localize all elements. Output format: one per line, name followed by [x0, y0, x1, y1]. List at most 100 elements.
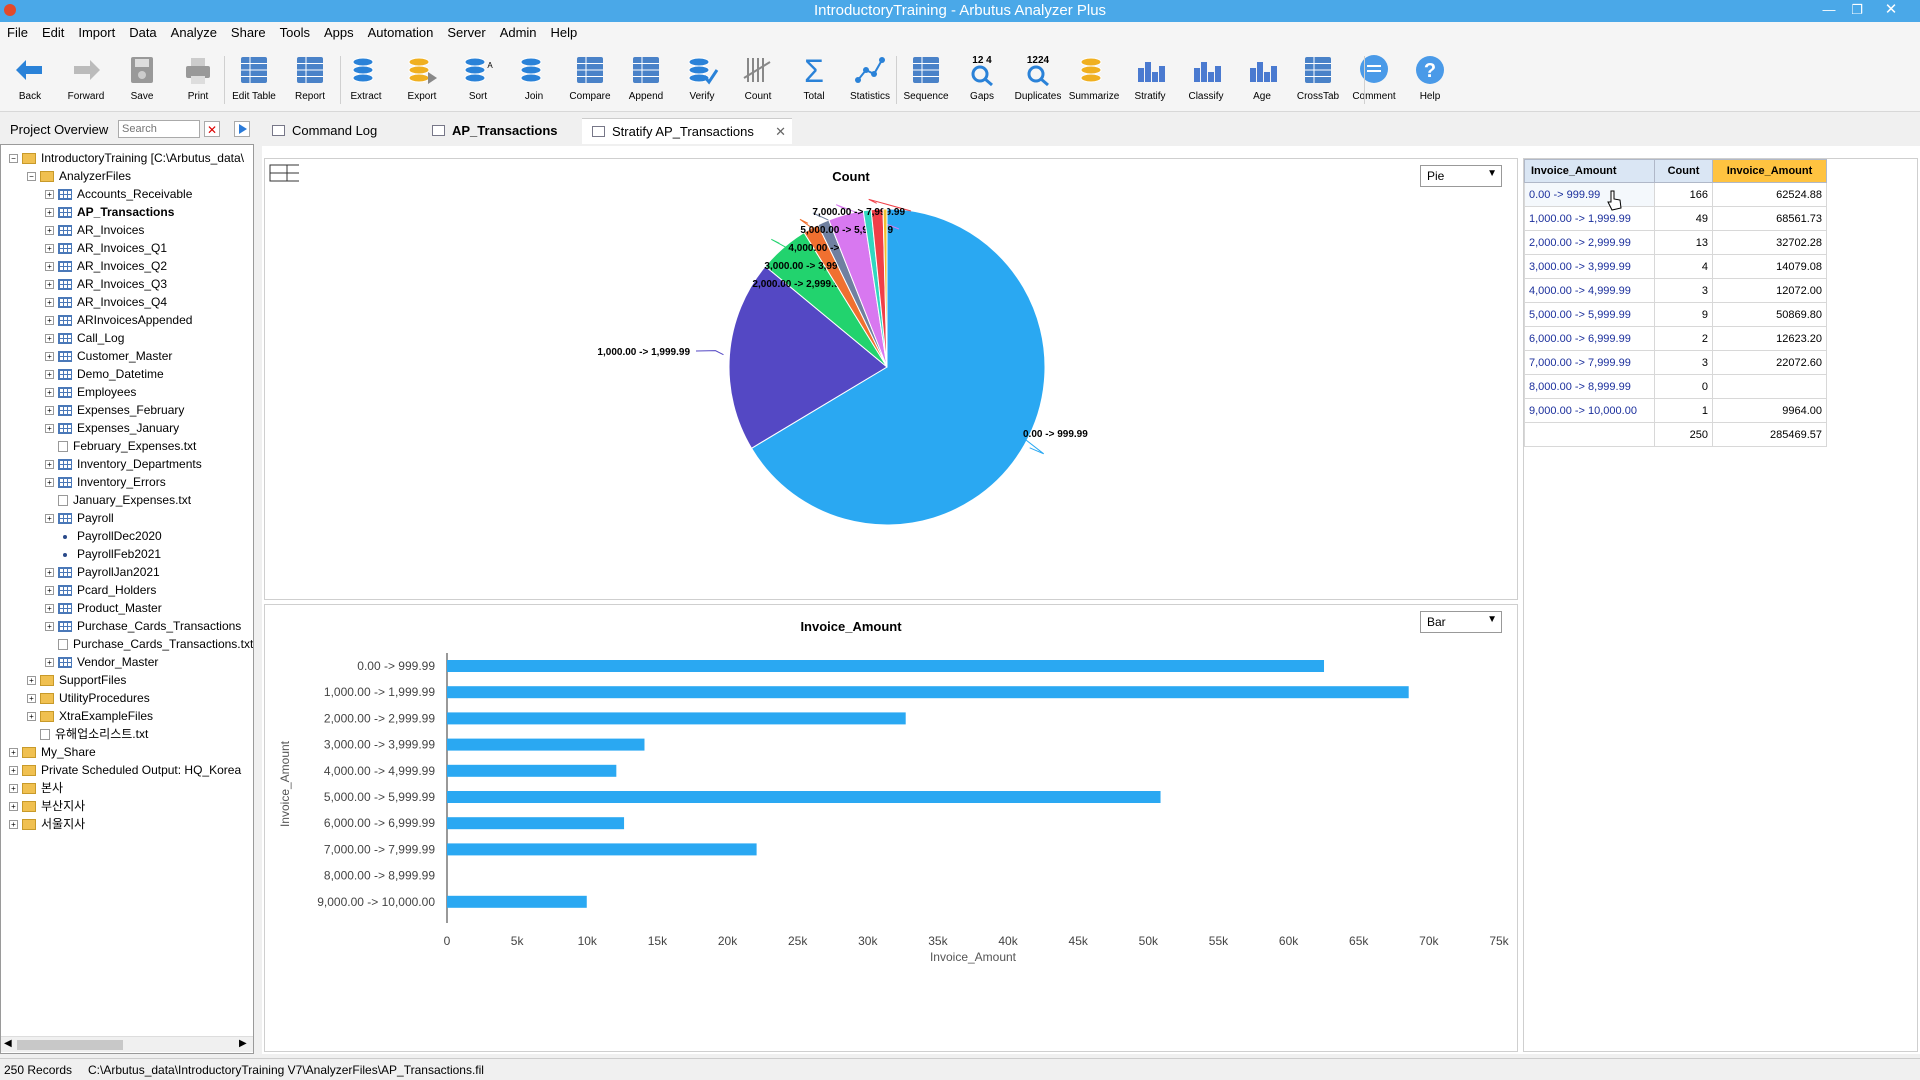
tree-item-january-expenses-txt[interactable]: January_Expenses.txt: [45, 491, 191, 509]
range-link[interactable]: 9,000.00 -> 10,000.00: [1524, 398, 1655, 423]
tree-item-inventory-errors[interactable]: + Inventory_Errors: [45, 473, 166, 491]
statistics-button[interactable]: Statistics: [842, 52, 898, 102]
restore-icon[interactable]: ❐: [1851, 2, 1863, 17]
bar-0-00-999-99[interactable]: [447, 660, 1325, 672]
expand-icon[interactable]: +: [45, 478, 54, 488]
expand-icon[interactable]: +: [45, 334, 54, 344]
expand-icon[interactable]: +: [9, 748, 18, 758]
bar-4-000-00-4-999-99[interactable]: [447, 764, 617, 777]
tree-item-payrollfeb2021[interactable]: PayrollFeb2021: [45, 545, 161, 563]
tree-item-private-scheduled-output-hq-korea[interactable]: + Private Scheduled Output: HQ_Korea: [9, 761, 241, 779]
tree-item-expenses-january[interactable]: + Expenses_January: [45, 419, 179, 437]
tree-item-ap-transactions[interactable]: + AP_Transactions: [45, 203, 174, 221]
expand-icon[interactable]: +: [45, 316, 54, 326]
tree-item-employees[interactable]: + Employees: [45, 383, 136, 401]
collapse-icon[interactable]: −: [27, 172, 36, 182]
tree-item-demo-datetime[interactable]: + Demo_Datetime: [45, 365, 164, 383]
bar-1-000-00-1-999-99[interactable]: [447, 686, 1409, 699]
range-link[interactable]: 7,000.00 -> 7,999.99: [1524, 350, 1655, 375]
summarize-button[interactable]: Summarize: [1066, 52, 1122, 102]
menu-tools[interactable]: Tools: [279, 25, 310, 40]
tree-item-ar-invoices[interactable]: + AR_Invoices: [45, 221, 144, 239]
expand-icon[interactable]: +: [45, 658, 54, 668]
menu-share[interactable]: Share: [230, 25, 266, 40]
help-button[interactable]: ? Help: [1402, 52, 1458, 102]
range-link[interactable]: 3,000.00 -> 3,999.99: [1524, 254, 1655, 279]
expand-icon[interactable]: +: [45, 370, 54, 380]
tree-horizontal-scrollbar[interactable]: ◀ ▶: [1, 1036, 253, 1052]
tree-item-payrolldec2020[interactable]: PayrollDec2020: [45, 527, 162, 545]
bar-7-000-00-7-999-99[interactable]: [447, 843, 757, 856]
range-link[interactable]: 2,000.00 -> 2,999.99: [1524, 230, 1655, 255]
expand-icon[interactable]: +: [45, 244, 54, 254]
range-link[interactable]: 6,000.00 -> 6,999.99: [1524, 326, 1655, 351]
menu-import[interactable]: Import: [78, 25, 116, 40]
tree-item-my-share[interactable]: + My_Share: [9, 743, 96, 761]
tree-item-expenses-february[interactable]: + Expenses_February: [45, 401, 184, 419]
gaps-button[interactable]: 12 4 Gaps: [954, 52, 1010, 102]
pie-slice-9-000-00-10-000-00[interactable]: [882, 208, 888, 368]
search-go-button[interactable]: [234, 121, 250, 137]
close-tab-icon[interactable]: ✕: [775, 124, 786, 139]
count-button[interactable]: Count: [730, 52, 786, 102]
total-button[interactable]: Σ Total: [786, 52, 842, 102]
range-link[interactable]: 0.00 -> 999.99: [1524, 182, 1655, 207]
tree-item-purchase-cards-transactions[interactable]: + Purchase_Cards_Transactions: [45, 617, 241, 635]
stratify-button[interactable]: Stratify: [1122, 52, 1178, 102]
tree-item-accounts-receivable[interactable]: + Accounts_Receivable: [45, 185, 192, 203]
tree-item-payroll[interactable]: + Payroll: [45, 509, 114, 527]
report-button[interactable]: Report: [282, 52, 338, 102]
menu-admin[interactable]: Admin: [499, 25, 537, 40]
bar-3-000-00-3-999-99[interactable]: [447, 738, 645, 751]
menu-apps[interactable]: Apps: [323, 25, 354, 40]
print-button[interactable]: Print: [170, 52, 226, 102]
expand-icon[interactable]: +: [45, 262, 54, 272]
menu-automation[interactable]: Automation: [367, 25, 434, 40]
expand-icon[interactable]: +: [45, 406, 54, 416]
bar-9-000-00-10-000-00[interactable]: [447, 895, 587, 908]
expand-icon[interactable]: +: [9, 820, 18, 830]
expand-icon[interactable]: +: [9, 766, 18, 776]
tree-item-ar-invoices-q4[interactable]: + AR_Invoices_Q4: [45, 293, 167, 311]
scroll-thumb[interactable]: [17, 1040, 123, 1050]
expand-icon[interactable]: +: [45, 298, 54, 308]
expand-icon[interactable]: +: [45, 604, 54, 614]
expand-icon[interactable]: +: [45, 514, 54, 524]
tree-item-utilityprocedures[interactable]: + UtilityProcedures: [27, 689, 150, 707]
tree-item-february-expenses-txt[interactable]: February_Expenses.txt: [45, 437, 196, 455]
sequence-button[interactable]: Sequence: [898, 52, 954, 102]
age-button[interactable]: Age: [1234, 52, 1290, 102]
expand-icon[interactable]: +: [9, 784, 18, 794]
back-button[interactable]: Back: [2, 52, 58, 102]
range-link[interactable]: 4,000.00 -> 4,999.99: [1524, 278, 1655, 303]
tree-item-introductorytraining-c-arbutus-data[interactable]: − IntroductoryTraining [C:\Arbutus_data\: [9, 149, 244, 167]
column-header-amount[interactable]: Invoice_Amount: [1712, 159, 1827, 183]
tree-item-analyzerfiles[interactable]: − AnalyzerFiles: [27, 167, 131, 185]
menu-data[interactable]: Data: [129, 25, 157, 40]
expand-icon[interactable]: +: [9, 802, 18, 812]
expand-icon[interactable]: +: [27, 676, 36, 686]
expand-icon[interactable]: +: [45, 208, 54, 218]
tree-item-node-35[interactable]: + 본사: [9, 779, 63, 797]
tree-item-call-log[interactable]: + Call_Log: [45, 329, 124, 347]
tree-item-customer-master[interactable]: + Customer_Master: [45, 347, 172, 365]
append-button[interactable]: Append: [618, 52, 674, 102]
menu-edit[interactable]: Edit: [41, 25, 65, 40]
bar-6-000-00-6-999-99[interactable]: [447, 817, 625, 830]
menu-help[interactable]: Help: [550, 25, 578, 40]
crosstab-button[interactable]: CrossTab: [1290, 52, 1346, 102]
tree-item-pcard-holders[interactable]: + Pcard_Holders: [45, 581, 156, 599]
bar-2-000-00-2-999-99[interactable]: [447, 712, 906, 725]
edit-table-button[interactable]: Edit Table: [226, 52, 282, 102]
expand-icon[interactable]: +: [45, 190, 54, 200]
project-tree[interactable]: − IntroductoryTraining [C:\Arbutus_data\ −…: [0, 144, 254, 1054]
tab-command-log[interactable]: Command Log: [262, 118, 418, 144]
duplicates-button[interactable]: 1224 Duplicates: [1010, 52, 1066, 102]
tree-item-vendor-master[interactable]: + Vendor_Master: [45, 653, 158, 671]
tree-item-ar-invoices-q1[interactable]: + AR_Invoices_Q1: [45, 239, 167, 257]
extract-button[interactable]: Extract: [338, 52, 394, 102]
expand-icon[interactable]: +: [45, 352, 54, 362]
menu-analyze[interactable]: Analyze: [170, 25, 217, 40]
scroll-left-icon[interactable]: ◀: [4, 1038, 12, 1049]
minimize-icon[interactable]: —: [1822, 2, 1836, 17]
